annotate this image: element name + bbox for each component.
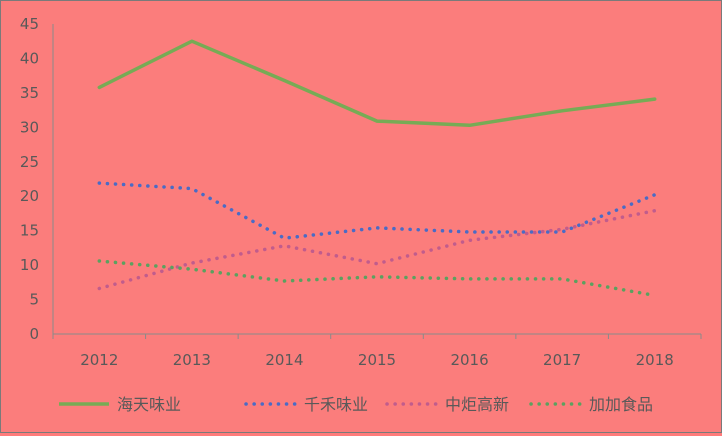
y-tick-label: 15 bbox=[20, 222, 39, 240]
legend-label: 海天味业 bbox=[117, 395, 181, 414]
x-tick-label: 2015 bbox=[358, 351, 396, 369]
x-tick-label: 2012 bbox=[80, 351, 118, 369]
y-tick-label: 25 bbox=[20, 153, 39, 171]
y-tick-label: 5 bbox=[29, 291, 39, 309]
series-line-4 bbox=[97, 259, 657, 298]
legend-label: 千禾味业 bbox=[304, 395, 368, 414]
x-tick-label: 2016 bbox=[450, 351, 488, 369]
series-line-1 bbox=[97, 39, 657, 128]
x-tick-label: 2014 bbox=[265, 351, 303, 369]
y-tick-label: 35 bbox=[20, 84, 39, 102]
series-line-3 bbox=[97, 208, 657, 291]
y-tick-label: 0 bbox=[29, 325, 39, 343]
y-tick-label: 10 bbox=[20, 256, 39, 274]
x-tick-label: 2017 bbox=[543, 351, 581, 369]
y-tick-label: 40 bbox=[20, 49, 39, 67]
x-tick-label: 2013 bbox=[173, 351, 211, 369]
y-tick-label: 45 bbox=[20, 15, 39, 33]
x-tick-labels: 2012 2013 2014 2015 2016 2017 2018 bbox=[80, 351, 674, 369]
y-tick-label: 30 bbox=[20, 118, 39, 136]
y-tick-label: 20 bbox=[20, 187, 39, 205]
x-tick-marks bbox=[52, 334, 702, 339]
legend-label: 加加食品 bbox=[589, 395, 653, 414]
legend-label: 中炬高新 bbox=[445, 395, 509, 414]
y-tick-labels: 0 5 10 15 20 25 30 35 40 45 bbox=[20, 15, 39, 343]
series-lines bbox=[97, 39, 657, 298]
x-tick-label: 2018 bbox=[636, 351, 674, 369]
legend: 海天味业 千禾味业 中炬高新 加加食品 bbox=[59, 395, 653, 414]
series-line-2 bbox=[97, 181, 657, 240]
